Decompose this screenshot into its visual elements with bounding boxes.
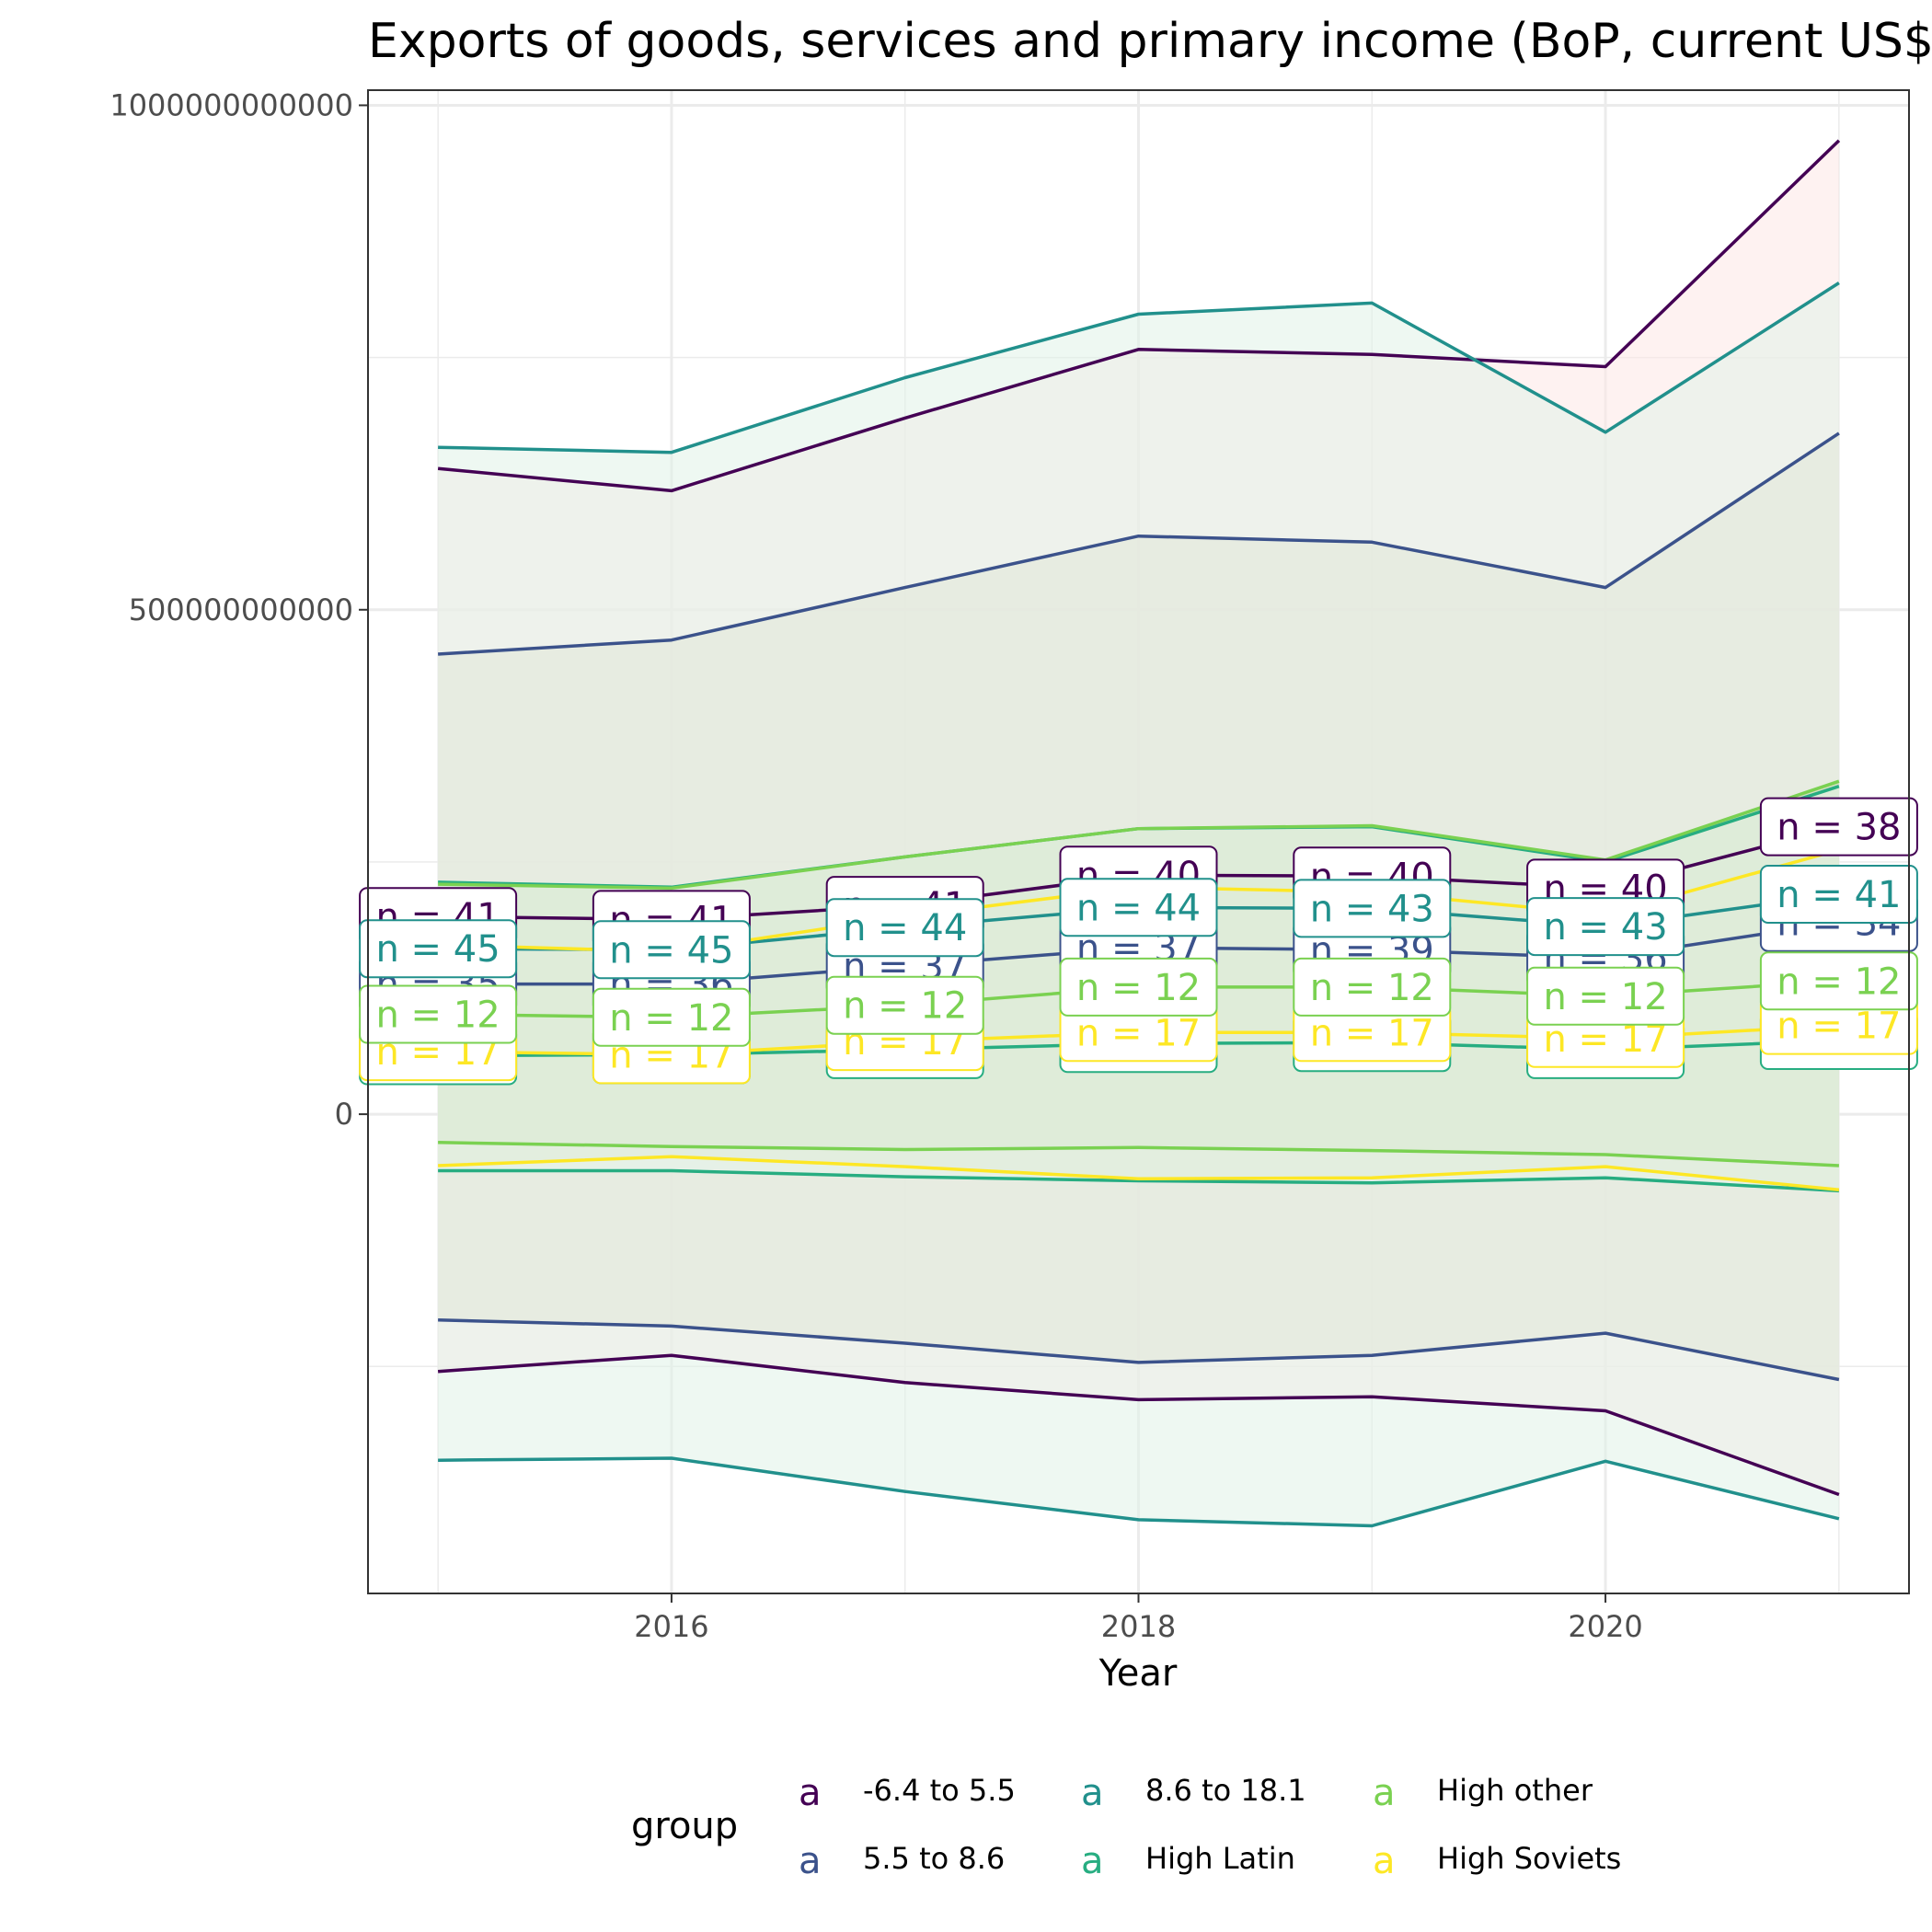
x-tick-label: 2020: [1568, 1609, 1642, 1644]
x-tick-label: 2016: [634, 1609, 708, 1644]
n-label-3-2019: n = 43: [1293, 879, 1452, 938]
legend-label: 8.6 to 18.1: [1145, 1773, 1306, 1808]
n-label-text: n = 44: [843, 907, 967, 949]
legend-title: group: [631, 1805, 738, 1847]
n-label-3-2015: n = 45: [359, 919, 518, 979]
n-label-text: n = 43: [1310, 888, 1434, 930]
series-2-upper-line: [437, 431, 1840, 656]
y-tick-label: 0: [335, 1097, 353, 1132]
series-1-upper-line: [437, 139, 1841, 493]
legend: group a -6.4 to 5.5 a 5.5 to 8.6 a 8.6 to 18.…: [631, 1772, 1621, 1882]
legend-key: a: [799, 1840, 822, 1882]
n-label-5-2015: n = 12: [359, 984, 518, 1044]
series-5-lower-line: [438, 1141, 1839, 1167]
n-label-text: n = 12: [1076, 967, 1201, 1009]
legend-item-1: a -6.4 to 5.5: [799, 1772, 1016, 1814]
legend-key: a: [799, 1772, 822, 1814]
n-label-text: n = 45: [609, 929, 733, 972]
x-axis-title: Year: [1098, 1652, 1178, 1695]
n-label-text: n = 38: [1777, 807, 1901, 849]
n-label-5-2017: n = 12: [825, 975, 984, 1035]
n-label-3-2018: n = 44: [1059, 878, 1218, 937]
n-label-5-2016: n = 12: [592, 987, 751, 1047]
y-tick-label: 1000000000000: [109, 87, 353, 122]
x-tick-label: 2018: [1101, 1609, 1176, 1644]
n-label-text: n = 44: [1076, 887, 1201, 929]
count-labels: n = 35n = 36n = 37n = 37n = 39n = 36n = …: [359, 797, 1918, 1086]
y-tick-label: 500000000000: [129, 592, 353, 627]
n-label-1-2021: n = 38: [1759, 797, 1918, 857]
series-1-lower-line: [437, 1353, 1840, 1497]
n-label-3-2020: n = 43: [1526, 897, 1685, 957]
series-2-lower-line: [438, 1318, 1840, 1382]
legend-item-6: a High Soviets: [1373, 1840, 1621, 1882]
legend-item-5: a High other: [1373, 1772, 1593, 1814]
n-label-text: n = 12: [375, 995, 500, 1037]
n-label-text: n = 41: [1777, 874, 1901, 916]
series-3-upper-line: [438, 282, 1840, 454]
n-label-text: n = 17: [1076, 1012, 1201, 1054]
n-label-3-2016: n = 45: [592, 920, 751, 980]
x-axis: 2016 2018 2020: [634, 1593, 1643, 1644]
legend-label: -6.4 to 5.5: [863, 1773, 1016, 1808]
n-label-3-2017: n = 44: [825, 898, 984, 958]
legend-label: 5.5 to 8.6: [863, 1841, 1005, 1876]
series-3-lower-line: [438, 1456, 1840, 1528]
n-label-text: n = 12: [1777, 960, 1901, 1003]
legend-key: a: [1081, 1840, 1104, 1882]
n-label-3-2021: n = 41: [1759, 865, 1918, 924]
n-label-text: n = 45: [375, 928, 500, 971]
n-label-5-2021: n = 12: [1759, 951, 1918, 1011]
n-label-text: n = 17: [1310, 1012, 1434, 1054]
y-axis: 0 500000000000 1000000000000: [109, 87, 368, 1132]
legend-label: High Soviets: [1437, 1841, 1621, 1876]
legend-key: a: [1373, 1772, 1396, 1814]
series-6-lower-line: [438, 1155, 1840, 1192]
legend-item-3: a 8.6 to 18.1: [1081, 1772, 1306, 1814]
legend-key: a: [1373, 1840, 1396, 1882]
n-label-5-2018: n = 12: [1059, 957, 1218, 1017]
n-label-text: n = 12: [1310, 967, 1434, 1009]
n-label-text: n = 12: [609, 997, 733, 1040]
legend-item-2: a 5.5 to 8.6: [799, 1840, 1005, 1882]
legend-item-4: a High Latin: [1081, 1840, 1295, 1882]
series-4-lower-line: [438, 1168, 1839, 1193]
n-label-6-2021: n = 17: [1759, 995, 1918, 1055]
n-label-5-2019: n = 12: [1293, 957, 1452, 1017]
n-label-5-2020: n = 12: [1526, 966, 1685, 1026]
legend-label: High other: [1437, 1773, 1593, 1808]
legend-label: High Latin: [1145, 1841, 1295, 1876]
legend-key: a: [1081, 1772, 1104, 1814]
n-label-text: n = 17: [1777, 1006, 1901, 1048]
n-label-text: n = 12: [1543, 976, 1667, 1018]
n-label-text: n = 43: [1543, 906, 1667, 949]
n-label-text: n = 12: [843, 985, 967, 1028]
chart-title: Exports of goods, services and primary i…: [368, 14, 1932, 69]
